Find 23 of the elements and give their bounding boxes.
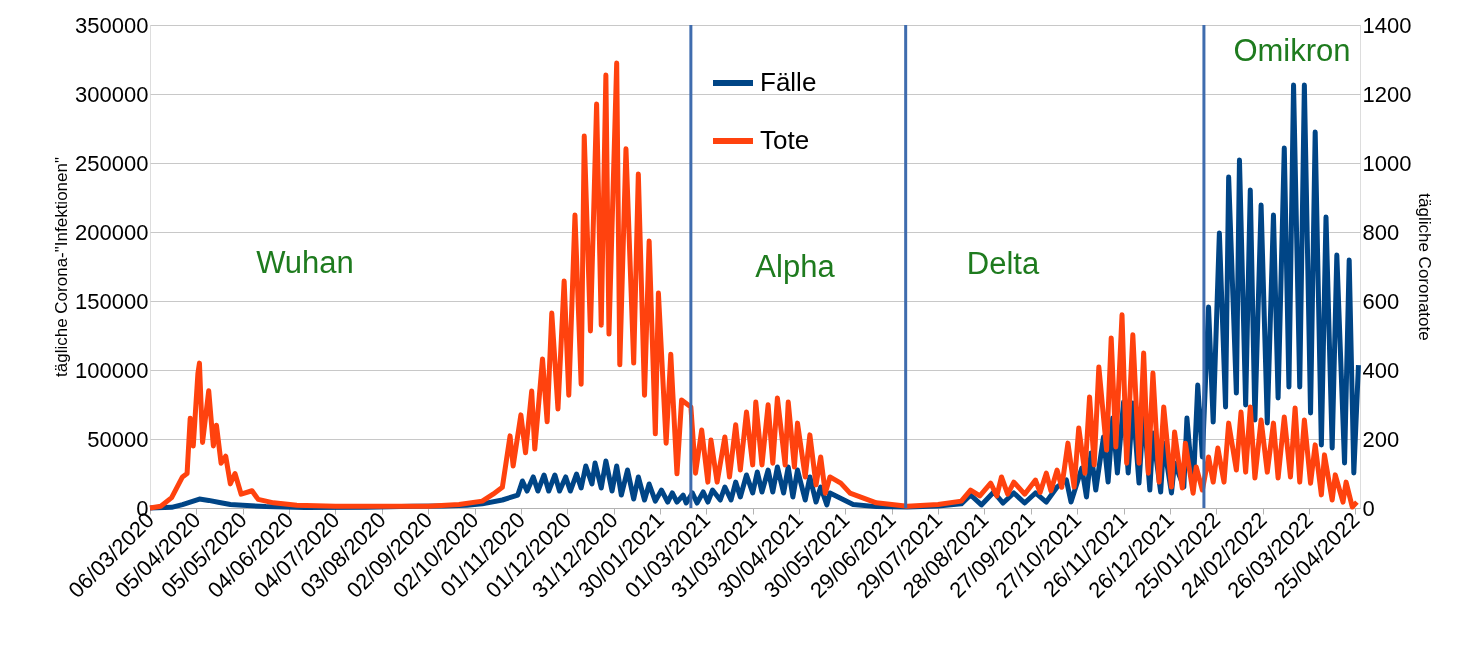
- y-tick-label: 200000: [75, 219, 149, 245]
- y-tick-label: 100000: [75, 357, 149, 383]
- y2-tick-label: 1400: [1362, 12, 1412, 38]
- annotation: Alpha: [755, 249, 836, 284]
- y2-tick-label: 400: [1362, 357, 1400, 383]
- annotation: Omikron: [1233, 33, 1351, 68]
- annotation: Delta: [966, 246, 1040, 281]
- y2-tick-label: 600: [1362, 288, 1400, 314]
- annotation: Wuhan: [256, 245, 354, 280]
- y2-tick-label: 200: [1362, 426, 1400, 452]
- y2-tick-label: 1200: [1362, 81, 1412, 107]
- y-tick-label: 250000: [75, 150, 149, 176]
- y2-tick-label: 800: [1362, 219, 1400, 245]
- y-tick-label: 300000: [75, 81, 149, 107]
- legend-label: Tote: [760, 125, 810, 155]
- legend-label: Fälle: [760, 67, 817, 97]
- y2-tick-label: 0: [1362, 495, 1375, 521]
- y2-tick-label: 1000: [1362, 150, 1412, 176]
- y-tick-label: 50000: [87, 426, 149, 452]
- y2-axis-title: tägliche Coronatote: [1415, 193, 1435, 341]
- y-axis-title: tägliche Corona-"Infektionen": [52, 157, 72, 377]
- y-tick-label: 350000: [75, 12, 149, 38]
- y-tick-label: 150000: [75, 288, 149, 314]
